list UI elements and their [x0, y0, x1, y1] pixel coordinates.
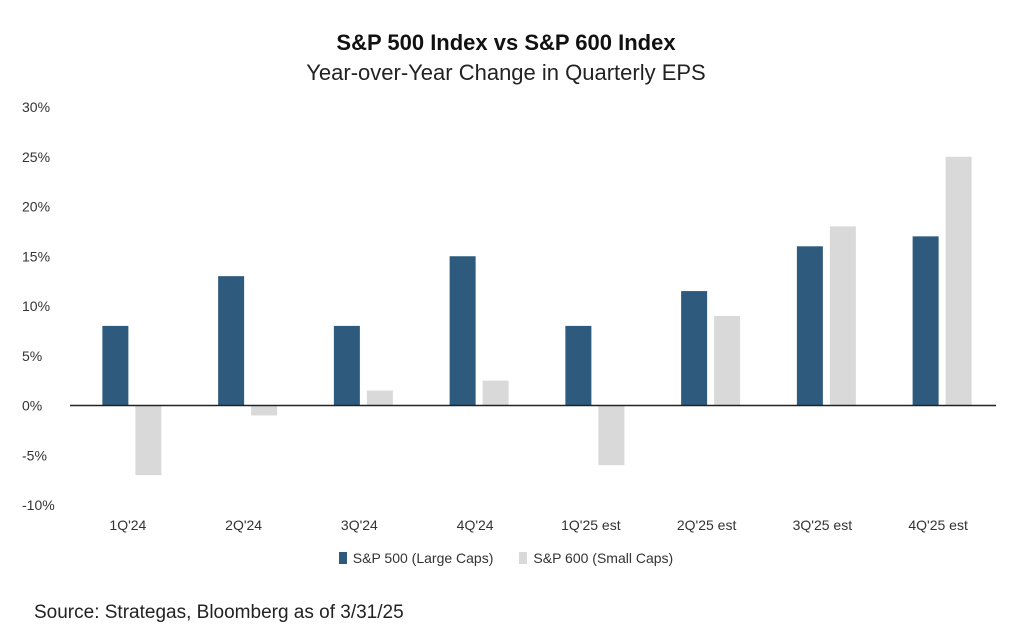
bar-sp500 — [333, 325, 360, 406]
chart-subtitle: Year-over-Year Change in Quarterly EPS — [306, 60, 706, 85]
y-tick-label: -10% — [22, 497, 55, 513]
bar-sp500 — [681, 291, 708, 406]
legend-label-sp600: S&P 600 (Small Caps) — [533, 550, 674, 566]
y-tick-label: 0% — [22, 398, 42, 414]
bar-chart: -10% -5% 0% 5% 10% 15% 20% 25% 30% 1Q'24 2Q'24 3Q'2… — [22, 99, 996, 533]
legend: S&P 500 (Large Caps) S&P 600 (Small Caps… — [0, 550, 1012, 566]
x-category-label: 1Q'24 — [109, 517, 146, 533]
bar-sp600 — [482, 380, 509, 406]
y-tick-label: 15% — [22, 248, 50, 264]
bar-sp600 — [829, 226, 856, 406]
bar-sp500 — [912, 236, 939, 406]
y-tick-label: 5% — [22, 348, 42, 364]
chart-title: S&P 500 Index vs S&P 600 Index — [336, 30, 676, 55]
legend-swatch-sp600 — [519, 552, 528, 564]
x-category-label: 3Q'24 — [341, 517, 378, 533]
bar-sp500 — [102, 325, 129, 406]
legend-item-sp500: S&P 500 (Large Caps) — [338, 550, 494, 566]
bar-sp600 — [366, 390, 393, 406]
x-category-label: 4Q'25 est — [908, 517, 968, 533]
legend-swatch-sp500 — [338, 552, 347, 564]
legend-label-sp500: S&P 500 (Large Caps) — [352, 550, 494, 566]
y-tick-label: 25% — [22, 149, 50, 165]
bar-sp500 — [796, 246, 823, 406]
bar-sp600 — [598, 405, 625, 466]
y-tick-label: 20% — [22, 199, 50, 215]
bar-sp500 — [565, 325, 592, 406]
bar-sp600 — [945, 156, 972, 406]
x-category-label: 4Q'24 — [457, 517, 494, 533]
bar-sp600 — [251, 405, 278, 416]
y-tick-label: -5% — [22, 447, 47, 463]
bar-sp500 — [218, 276, 245, 406]
x-category-label: 2Q'24 — [225, 517, 262, 533]
y-tick-label: 30% — [22, 99, 50, 115]
bar-sp600 — [135, 405, 162, 476]
source-note: Source: Strategas, Bloomberg as of 3/31/… — [34, 602, 404, 623]
bar-sp500 — [449, 256, 476, 406]
bar-sp600 — [714, 315, 741, 406]
y-tick-label: 10% — [22, 298, 50, 314]
legend-item-sp600: S&P 600 (Small Caps) — [519, 550, 673, 566]
x-category-label: 2Q'25 est — [677, 517, 737, 533]
x-category-label: 3Q'25 est — [793, 517, 853, 533]
x-category-label: 1Q'25 est — [561, 517, 621, 533]
